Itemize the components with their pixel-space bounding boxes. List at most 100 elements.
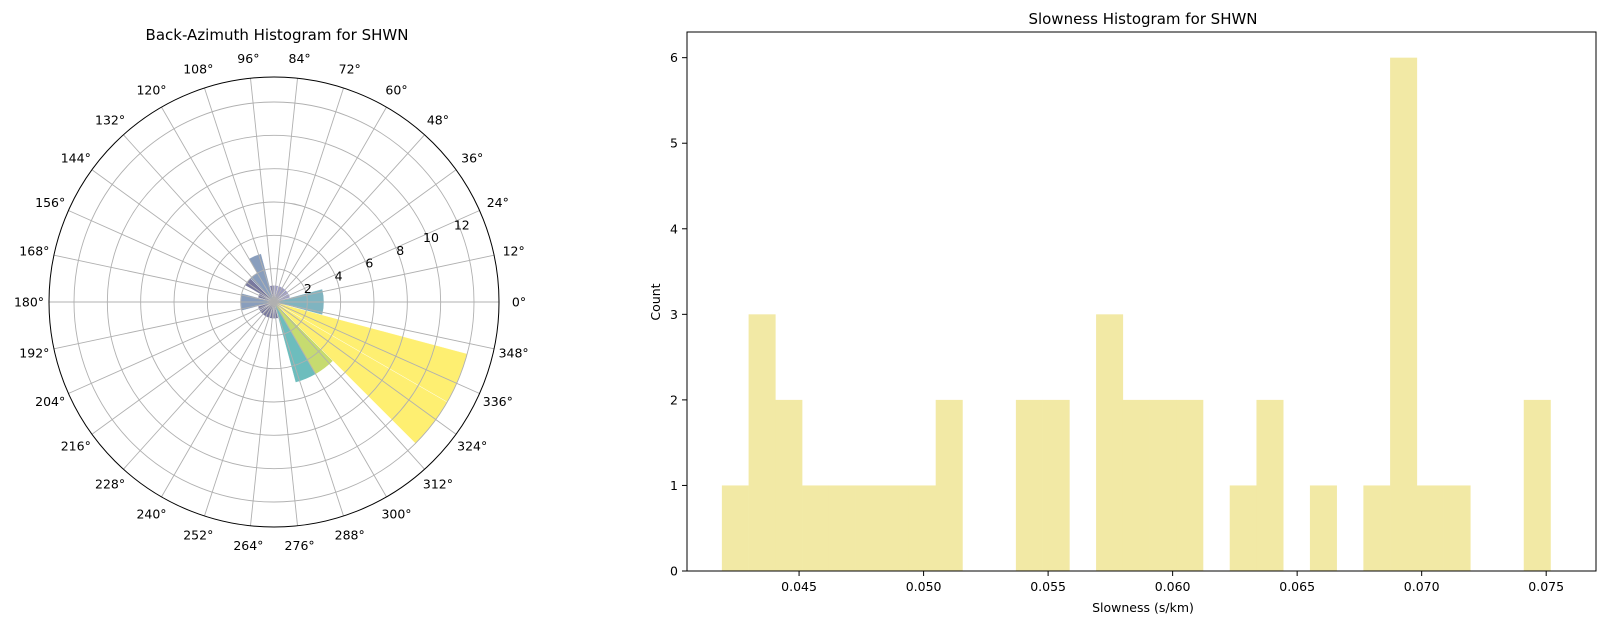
angular-gridline <box>273 301 298 526</box>
theta-tick-label: 192° <box>19 345 49 360</box>
x-tick-label: 0.070 <box>1404 579 1440 594</box>
polar-chart-title: Back-Azimuth Histogram for SHWN <box>146 26 409 44</box>
slowness-bar-30 <box>1523 399 1551 571</box>
theta-tick-label: 132° <box>95 112 125 127</box>
slowness-bar-0 <box>721 485 749 571</box>
theta-tick-label: 312° <box>423 477 453 492</box>
theta-tick-label: 48° <box>427 112 449 127</box>
angular-gridline <box>250 301 275 526</box>
slowness-bar-26 <box>1416 485 1444 571</box>
theta-tick-label: 264° <box>233 538 263 553</box>
x-tick-label: 0.075 <box>1528 579 1564 594</box>
angular-gridline <box>273 87 344 303</box>
angular-gridline <box>250 78 275 303</box>
angular-gridline <box>123 134 275 303</box>
polar-outer-frame <box>48 76 500 528</box>
y-tick-label: 0 <box>670 564 678 579</box>
angular-gridline <box>161 106 275 303</box>
theta-tick-label: 240° <box>136 507 166 522</box>
angular-gridline <box>273 254 495 303</box>
theta-tick-label: 216° <box>61 439 91 454</box>
r-tick-label: 12 <box>454 217 470 232</box>
r-tick-label: 10 <box>423 230 439 245</box>
theta-tick-label: 348° <box>499 345 529 360</box>
histogram-y-label: Count <box>648 283 663 320</box>
slowness-bar-4 <box>828 485 856 571</box>
slowness-bar-22 <box>1309 485 1337 571</box>
angular-gridline <box>273 301 344 517</box>
angular-gridline <box>273 134 425 303</box>
angular-gridline <box>273 210 480 303</box>
angular-gridline <box>68 301 275 394</box>
slowness-bar-17 <box>1176 399 1204 571</box>
slowness-bar-7 <box>908 485 937 571</box>
slowness-bar-24 <box>1363 485 1391 571</box>
r-tick-label: 8 <box>396 243 404 258</box>
angular-gridline <box>53 254 275 303</box>
slowness-bar-2 <box>775 399 803 571</box>
theta-tick-label: 300° <box>381 507 411 522</box>
r-tick-label: 2 <box>304 281 312 296</box>
slowness-bar-20 <box>1256 399 1284 571</box>
theta-tick-label: 336° <box>483 394 513 409</box>
angular-gridline <box>273 169 457 303</box>
x-tick-label: 0.065 <box>1279 579 1315 594</box>
slowness-bar-14 <box>1096 314 1124 571</box>
y-tick-label: 6 <box>670 50 678 65</box>
histogram-title: Slowness Histogram for SHWN <box>1028 10 1257 28</box>
theta-tick-label: 144° <box>61 150 91 165</box>
y-tick-label: 3 <box>670 307 678 322</box>
y-tick-label: 5 <box>670 136 678 151</box>
theta-tick-label: 180° <box>14 295 44 310</box>
angular-gridline <box>273 301 480 394</box>
theta-tick-label: 24° <box>487 195 509 210</box>
histogram-axes-frame <box>686 31 1597 572</box>
x-tick-label: 0.045 <box>781 579 817 594</box>
x-tick-label: 0.060 <box>1155 579 1191 594</box>
x-tick-label: 0.050 <box>906 579 942 594</box>
angular-gridline <box>91 301 275 435</box>
angular-gridline <box>273 78 298 303</box>
theta-tick-label: 0° <box>512 295 526 310</box>
slowness-bar-12 <box>1042 399 1070 571</box>
slowness-bar-8 <box>935 399 963 571</box>
back-azimuth-polar-chart: Back-Azimuth Histogram for SHWN 0° 12° 24°… <box>14 26 529 553</box>
slowness-histogram-chart: Slowness Histogram for SHWN 0.045 0.050 0.… <box>648 10 1597 615</box>
theta-tick-label: 156° <box>35 195 65 210</box>
angular-gridline <box>123 301 275 470</box>
slowness-bar-3 <box>802 485 830 571</box>
slowness-bar-6 <box>882 485 910 571</box>
angular-gridline <box>68 210 275 303</box>
angular-gridline <box>273 301 425 470</box>
r-tick-label: 6 <box>365 256 373 271</box>
theta-tick-label: 288° <box>335 528 365 543</box>
angular-gridline <box>273 301 457 435</box>
theta-tick-label: 12° <box>503 244 525 259</box>
theta-tick-label: 324° <box>457 439 487 454</box>
theta-tick-label: 72° <box>339 61 361 76</box>
slowness-bar-5 <box>855 485 883 571</box>
angular-gridline <box>204 301 275 517</box>
angular-gridline <box>53 301 275 350</box>
angular-gridline <box>273 301 387 498</box>
x-tick-label: 0.055 <box>1030 579 1066 594</box>
angular-gridline <box>161 301 275 498</box>
y-tick-label: 4 <box>670 221 678 236</box>
slowness-bar-11 <box>1015 399 1043 571</box>
theta-tick-label: 168° <box>19 244 49 259</box>
slowness-bar-15 <box>1122 399 1150 571</box>
theta-tick-label: 96° <box>237 51 259 66</box>
theta-tick-label: 252° <box>183 528 213 543</box>
slowness-bar-19 <box>1229 485 1257 571</box>
theta-tick-label: 84° <box>289 51 311 66</box>
y-tick-label: 1 <box>670 478 678 493</box>
angular-gridline <box>273 301 495 350</box>
slowness-bar-1 <box>748 314 776 571</box>
theta-tick-label: 108° <box>183 61 213 76</box>
y-tick-label: 2 <box>670 392 678 407</box>
angular-gridline <box>91 169 275 303</box>
slowness-bar-25 <box>1390 57 1418 571</box>
histogram-x-label: Slowness (s/km) <box>1092 600 1194 615</box>
theta-tick-label: 228° <box>95 477 125 492</box>
